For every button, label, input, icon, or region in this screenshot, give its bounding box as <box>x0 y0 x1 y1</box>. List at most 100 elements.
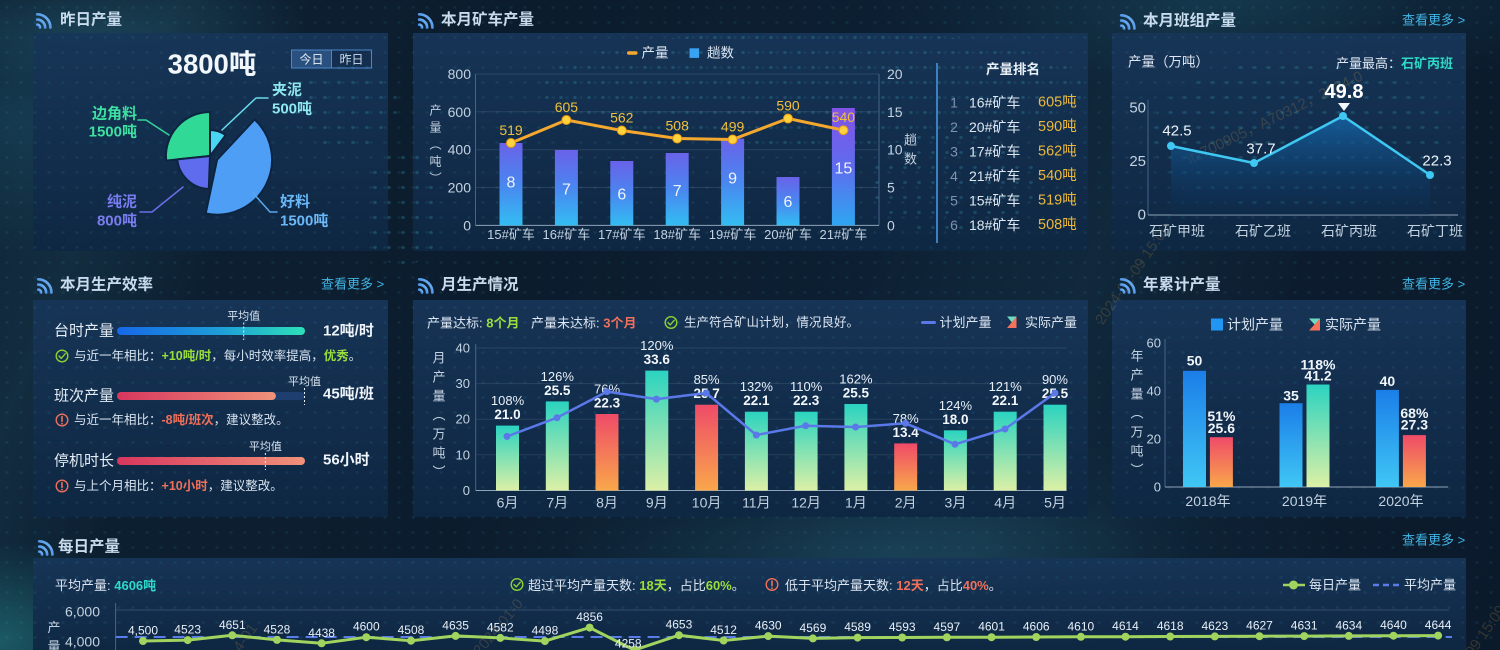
svg-text:石矿丁班: 石矿丁班 <box>1407 223 1463 239</box>
svg-text:6: 6 <box>617 187 626 204</box>
svg-text:3: 3 <box>950 144 958 160</box>
svg-text:540: 540 <box>832 109 856 125</box>
svg-text:18.0: 18.0 <box>942 412 968 427</box>
svg-text:4627: 4627 <box>1246 619 1273 633</box>
svg-text:15: 15 <box>887 104 903 120</box>
svg-text:540吨: 540吨 <box>1038 167 1077 184</box>
svg-text:本月班组产量: 本月班组产量 <box>1143 12 1236 30</box>
svg-text:17#矿车: 17#矿车 <box>598 227 646 242</box>
svg-text:年产量（万吨）: 年产量（万吨） <box>1129 346 1144 479</box>
svg-text:每日产量: 每日产量 <box>1309 578 1361 593</box>
svg-text:500吨: 500吨 <box>272 101 312 118</box>
svg-text:800: 800 <box>448 66 472 82</box>
svg-text:平均值: 平均值 <box>227 310 260 323</box>
svg-text:4589: 4589 <box>844 620 871 634</box>
svg-text:4508: 4508 <box>398 623 425 637</box>
svg-text:石矿乙班: 石矿乙班 <box>1235 223 1291 239</box>
svg-text:499: 499 <box>721 119 745 135</box>
svg-text:13.4: 13.4 <box>893 425 920 440</box>
svg-text:4569: 4569 <box>800 621 827 635</box>
svg-text:平均产量: 平均产量 <box>1404 578 1456 593</box>
svg-text:4610: 4610 <box>1068 619 1095 633</box>
svg-text:56小时: 56小时 <box>323 452 370 469</box>
svg-text:4653: 4653 <box>666 618 693 632</box>
svg-text:查看更多 >: 查看更多 > <box>1402 277 1465 292</box>
svg-text:41.2: 41.2 <box>1304 368 1331 384</box>
svg-text:200: 200 <box>448 180 472 196</box>
svg-text:4528: 4528 <box>264 622 291 636</box>
svg-text:好料: 好料 <box>280 193 310 211</box>
svg-text:562: 562 <box>610 110 634 126</box>
svg-text:18#矿车: 18#矿车 <box>653 227 701 242</box>
svg-text:40: 40 <box>1380 373 1396 389</box>
svg-text:5: 5 <box>887 180 895 196</box>
svg-text:22.3: 22.3 <box>793 393 820 408</box>
svg-text:15#矿车: 15#矿车 <box>487 227 535 242</box>
svg-text:4634: 4634 <box>1335 618 1362 632</box>
svg-text:20: 20 <box>1147 432 1161 447</box>
svg-text:90%: 90% <box>1042 372 1068 387</box>
svg-text:1: 1 <box>950 95 958 111</box>
svg-text:25.5: 25.5 <box>544 383 571 398</box>
svg-text:产量排名: 产量排名 <box>986 61 1040 77</box>
svg-text:9月: 9月 <box>646 495 668 511</box>
svg-text:519: 519 <box>499 122 523 138</box>
svg-text:石矿甲班: 石矿甲班 <box>1149 223 1205 239</box>
svg-text:20: 20 <box>887 66 903 82</box>
svg-text:78%: 78% <box>893 411 919 426</box>
svg-text:昨日产量: 昨日产量 <box>60 11 122 29</box>
svg-text:4,500: 4,500 <box>128 623 158 637</box>
svg-text:6: 6 <box>950 217 958 233</box>
svg-text:0: 0 <box>463 217 471 233</box>
svg-text:4635: 4635 <box>442 618 469 632</box>
svg-text:4601: 4601 <box>978 620 1005 634</box>
svg-text:17#矿车: 17#矿车 <box>969 144 1020 160</box>
svg-text:10月: 10月 <box>692 495 722 511</box>
svg-text:132%: 132% <box>740 379 774 394</box>
svg-text:25.6: 25.6 <box>1208 420 1235 436</box>
svg-text:4月: 4月 <box>994 495 1016 511</box>
svg-text:10: 10 <box>887 142 903 158</box>
svg-text:5月: 5月 <box>1044 495 1066 511</box>
svg-text:平均值: 平均值 <box>288 375 321 388</box>
svg-text:126%: 126% <box>541 369 575 384</box>
svg-text:月生产情况: 月生产情况 <box>441 275 519 294</box>
svg-text:4593: 4593 <box>889 620 916 634</box>
svg-text:昨日: 昨日 <box>339 53 363 67</box>
svg-text:7: 7 <box>673 183 682 200</box>
svg-text:20#矿车: 20#矿车 <box>764 227 812 242</box>
svg-text:6月: 6月 <box>497 495 519 511</box>
svg-text:162%: 162% <box>839 372 873 387</box>
svg-text:33.6: 33.6 <box>644 352 671 367</box>
svg-text:月产量（万吨）: 月产量（万吨） <box>431 348 446 481</box>
svg-text:15#矿车: 15#矿车 <box>969 193 1020 209</box>
svg-text:4600: 4600 <box>353 620 380 634</box>
svg-text:12月: 12月 <box>791 495 821 511</box>
svg-text:4640: 4640 <box>1380 618 1407 632</box>
svg-text:519吨: 519吨 <box>1038 192 1077 209</box>
svg-text:班次产量: 班次产量 <box>54 388 114 405</box>
svg-text:2: 2 <box>950 119 958 135</box>
svg-text:4: 4 <box>950 168 958 184</box>
svg-text:0: 0 <box>1154 480 1161 495</box>
svg-text:605: 605 <box>555 99 579 115</box>
svg-text:计划产量: 计划产量 <box>940 315 992 330</box>
svg-text:4438: 4438 <box>308 626 335 640</box>
svg-text:27.3: 27.3 <box>1401 417 1428 433</box>
svg-text:4630: 4630 <box>755 619 782 633</box>
svg-text:0: 0 <box>463 483 470 498</box>
svg-text:4856: 4856 <box>576 610 603 624</box>
svg-text:4606: 4606 <box>1023 620 1050 634</box>
svg-text:产量（万吨）: 产量（万吨） <box>1128 55 1209 70</box>
svg-text:508: 508 <box>666 118 690 134</box>
svg-text:7: 7 <box>562 182 571 199</box>
svg-text:7月: 7月 <box>546 495 568 511</box>
svg-text:6: 6 <box>784 194 793 211</box>
svg-text:产量未达标: 3个月: 产量未达标: 3个月 <box>531 315 636 330</box>
svg-text:每日产量: 每日产量 <box>58 537 120 556</box>
svg-text:50: 50 <box>1187 353 1203 369</box>
svg-text:产量: 产量 <box>46 617 61 650</box>
svg-text:本月矿车产量: 本月矿车产量 <box>441 10 534 29</box>
svg-text:边角料: 边角料 <box>92 105 137 123</box>
svg-text:37.7: 37.7 <box>1246 141 1275 158</box>
